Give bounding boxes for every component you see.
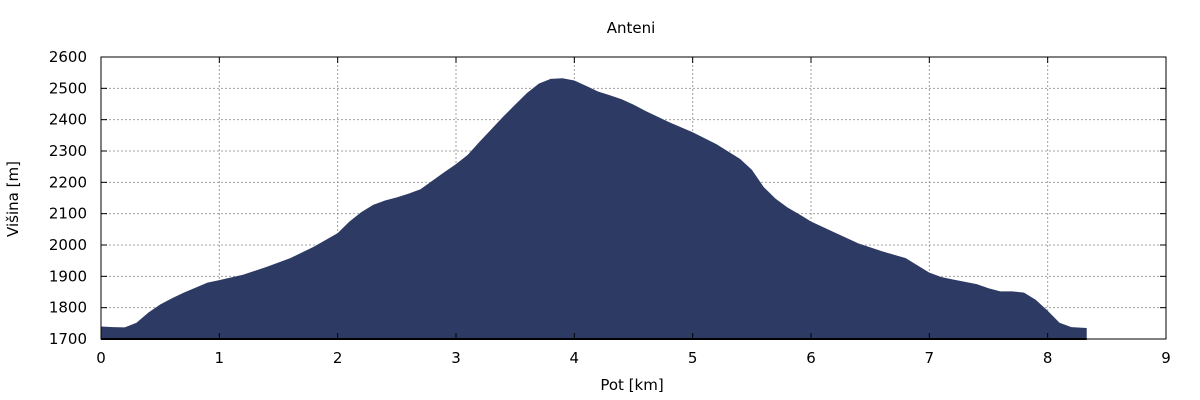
- y-tick-label-0: 1700: [49, 330, 87, 348]
- y-tick-label-2: 1900: [49, 267, 87, 285]
- y-tick-label-5: 2200: [49, 173, 87, 191]
- y-tick-label-3: 2000: [49, 236, 87, 254]
- x-tick-label-0: 0: [96, 349, 106, 367]
- x-axis-ticks: 0 1 2 3 4 5 6 7 8 9: [96, 57, 1171, 367]
- x-tick-label-1: 1: [215, 349, 225, 367]
- x-tick-label-6: 6: [806, 349, 816, 367]
- y-tick-label-6: 2300: [49, 142, 87, 160]
- plot-frame: [100, 56, 1167, 340]
- y-tick-label-9: 2600: [49, 48, 87, 66]
- y-tick-label-1: 1800: [49, 299, 87, 317]
- y-tick-label-7: 2400: [49, 111, 87, 129]
- x-tick-label-7: 7: [925, 349, 935, 367]
- elevation-area: [101, 78, 1087, 339]
- x-tick-label-3: 3: [451, 349, 461, 367]
- x-tick-label-4: 4: [570, 349, 580, 367]
- x-axis-label: Pot [km]: [600, 376, 663, 394]
- x-tick-label-5: 5: [688, 349, 698, 367]
- y-axis-ticks: 1700 1800 1900 2000 2100 2200 2300 2400 2500 2600: [49, 48, 1166, 348]
- x-tick-label-8: 8: [1043, 349, 1053, 367]
- y-axis-label: Višina [m]: [4, 161, 22, 237]
- x-tick-label-2: 2: [333, 349, 343, 367]
- y-tick-label-8: 2500: [49, 79, 87, 97]
- chart-title: Anteni: [607, 19, 656, 37]
- x-tick-label-9: 9: [1161, 349, 1171, 367]
- y-tick-label-4: 2100: [49, 205, 87, 223]
